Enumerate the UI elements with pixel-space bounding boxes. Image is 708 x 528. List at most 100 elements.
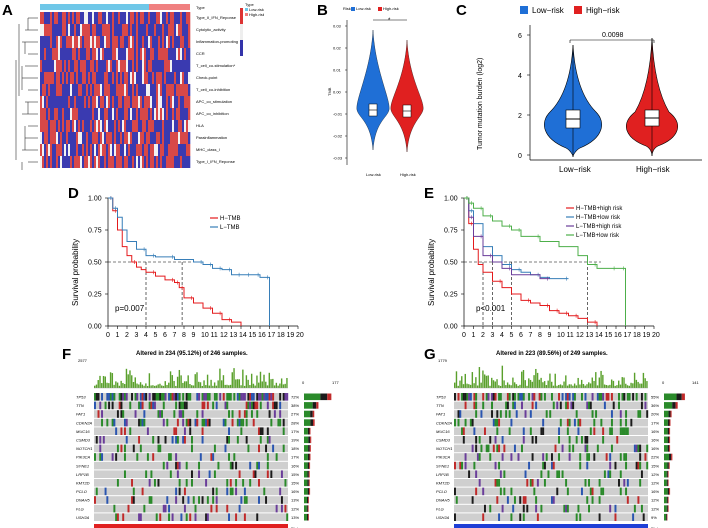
onco-cell [637, 461, 640, 470]
km-xtick: 12 [220, 332, 228, 339]
onco-cell [228, 453, 230, 461]
onco-top-bar [259, 371, 262, 388]
onco-cell [464, 418, 467, 427]
onco-cell [531, 479, 534, 487]
onco-cell [208, 393, 211, 401]
onco-cell [598, 479, 601, 487]
onco-cell [261, 393, 264, 401]
onco-cell [182, 410, 185, 418]
km-xtick: 11 [567, 332, 574, 339]
onco-right-min: 0 [302, 380, 305, 385]
onco-cell [475, 401, 478, 410]
onco-cell [485, 393, 488, 401]
onco-cell [591, 393, 594, 401]
onco-risk-bar [94, 524, 288, 528]
onco-cell [254, 470, 257, 478]
km-ytick: 0.25 [88, 292, 102, 299]
onco-cell [609, 453, 612, 461]
onco-cell [282, 393, 285, 401]
onco-cell [469, 418, 472, 427]
onco-cell [136, 453, 139, 461]
panel-c-yticks: 6 4 2 0 [518, 33, 530, 160]
onco-cell [494, 479, 497, 487]
onco-cell [496, 444, 499, 453]
onco-cell [266, 461, 269, 470]
onco-top-bar [185, 381, 188, 388]
onco-cell [588, 401, 590, 410]
onco-cell [471, 444, 474, 453]
onco-cell [457, 393, 460, 401]
onco-cell [242, 393, 245, 401]
onco-top-bar [284, 383, 286, 388]
onco-top-bar [528, 378, 530, 388]
onco-cell [551, 496, 553, 504]
km-xtick: 13 [586, 332, 594, 339]
onco-top-bar [208, 385, 211, 388]
onco-cell [473, 401, 476, 410]
onco-cell [612, 401, 615, 410]
onco-top-bar [612, 380, 615, 388]
onco-cell [568, 453, 571, 461]
onco-top-bar [282, 384, 285, 388]
panel-d-chart: 1.000.750.500.250.000 1 2 3 4 5 6 7 8 9 10 11 12 13 14… [71, 196, 304, 340]
onco-cell [175, 427, 178, 435]
onco-top-bar [226, 384, 228, 388]
onco-cell [524, 470, 527, 478]
onco-cell [166, 418, 169, 427]
panel-b-chart: Risk Low-risk High-risk 0.03 0.02 0.01 0.00… [327, 6, 424, 177]
onco-top-bar [212, 385, 214, 388]
onco-cell [141, 393, 144, 401]
onco-cell [489, 436, 492, 444]
km-curve [108, 197, 242, 326]
onco-cell [572, 401, 575, 410]
onco-cell [640, 470, 643, 478]
onco-cell [480, 444, 483, 453]
onco-top-bar [261, 381, 263, 388]
onco-cell [566, 487, 569, 496]
onco-gene: DNAH5 [436, 498, 450, 503]
onco-cell [97, 393, 100, 401]
onco-cell [506, 393, 509, 401]
onco-cell [503, 470, 506, 478]
km-ytick: 0.75 [88, 228, 102, 235]
onco-top-bar [268, 372, 271, 388]
panel-a-row-label: Type [196, 5, 205, 10]
svg-text:Low-risk: Low-risk [249, 7, 264, 12]
onco-cell [203, 393, 206, 401]
onco-cell [588, 504, 590, 513]
onco-cell [210, 504, 213, 513]
onco-cell [521, 444, 523, 453]
onco-cell [542, 453, 545, 461]
km-xtick: 1 [116, 332, 120, 339]
onco-cell [519, 513, 522, 521]
onco-cell [625, 453, 628, 461]
onco-right-max: 141 [692, 380, 699, 385]
onco-top-bar [551, 381, 553, 388]
onco-top-bar [189, 383, 191, 388]
onco-cell [529, 479, 532, 487]
onco-cell [625, 487, 628, 496]
onco-cell [584, 444, 587, 453]
panel-a-heatmap: Type Type_II_IFN_Reponse Cytolytic_activit… [15, 2, 264, 170]
onco-cell [575, 436, 578, 444]
onco-top-bar [485, 375, 488, 388]
onco-cell [596, 393, 599, 401]
onco-cell [148, 401, 151, 410]
panel-b-xtick-high: High-risk [400, 172, 416, 177]
panel-c-xtick-low: Low−risk [559, 165, 592, 174]
onco-cell [145, 470, 148, 478]
panel-b-ytick: -0.01 [333, 112, 343, 117]
onco-pct: 38% [291, 403, 299, 408]
onco-cell [577, 504, 580, 513]
onco-cell [561, 393, 564, 401]
onco-cell [226, 479, 229, 487]
onco-cell [558, 470, 561, 478]
km-xtick: 18 [277, 332, 285, 339]
onco-cell [577, 427, 580, 435]
onco-top-bar [143, 385, 145, 388]
onco-cell [161, 393, 163, 401]
onco-gene: TP53 [436, 395, 446, 400]
panel-a-row-label: Parainflammation [196, 135, 227, 140]
onco-top-bar [180, 375, 182, 388]
onco-cell [139, 393, 142, 401]
